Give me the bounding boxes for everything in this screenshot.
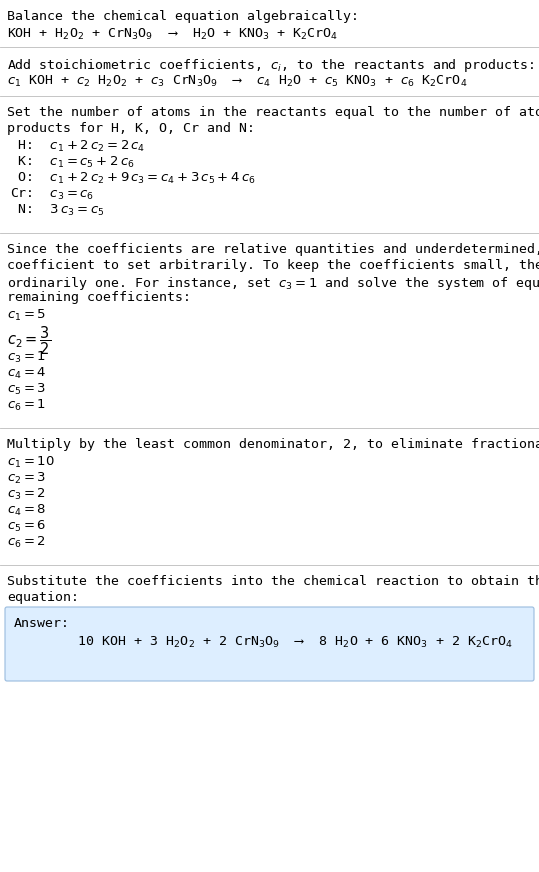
Text: Substitute the coefficients into the chemical reaction to obtain the balanced: Substitute the coefficients into the che… [7,575,539,588]
Text: 10 KOH + 3 H$_2$O$_2$ + 2 CrN$_3$O$_9$  ⟶  8 H$_2$O + 6 KNO$_3$ + 2 K$_2$CrO$_4$: 10 KOH + 3 H$_2$O$_2$ + 2 CrN$_3$O$_9$ ⟶… [14,635,513,651]
Text: O:  $c_1 + 2\,c_2 + 9\,c_3 = c_4 + 3\,c_5 + 4\,c_6$: O: $c_1 + 2\,c_2 + 9\,c_3 = c_4 + 3\,c_5… [10,171,255,186]
Text: $c_1 = 10$: $c_1 = 10$ [7,455,55,470]
Text: N:  $3\,c_3 = c_5$: N: $3\,c_3 = c_5$ [10,203,105,218]
Text: $c_1$ KOH + $c_2$ H$_2$O$_2$ + $c_3$ CrN$_3$O$_9$  ⟶  $c_4$ H$_2$O + $c_5$ KNO$_: $c_1$ KOH + $c_2$ H$_2$O$_2$ + $c_3$ CrN… [7,74,467,89]
Text: $c_4 = 4$: $c_4 = 4$ [7,366,46,381]
Text: Balance the chemical equation algebraically:: Balance the chemical equation algebraica… [7,10,359,23]
Text: Since the coefficients are relative quantities and underdetermined, choose a: Since the coefficients are relative quan… [7,243,539,256]
Text: $c_2 = \dfrac{3}{2}$: $c_2 = \dfrac{3}{2}$ [7,324,51,357]
FancyBboxPatch shape [5,607,534,681]
Text: Set the number of atoms in the reactants equal to the number of atoms in the: Set the number of atoms in the reactants… [7,106,539,119]
Text: KOH + H$_2$O$_2$ + CrN$_3$O$_9$  ⟶  H$_2$O + KNO$_3$ + K$_2$CrO$_4$: KOH + H$_2$O$_2$ + CrN$_3$O$_9$ ⟶ H$_2$O… [7,27,338,42]
Text: $c_4 = 8$: $c_4 = 8$ [7,503,46,518]
Text: $c_5 = 3$: $c_5 = 3$ [7,382,46,397]
Text: $c_6 = 1$: $c_6 = 1$ [7,398,46,413]
Text: coefficient to set arbitrarily. To keep the coefficients small, the arbitrary va: coefficient to set arbitrarily. To keep … [7,259,539,272]
Text: ordinarily one. For instance, set $c_3 = 1$ and solve the system of equations fo: ordinarily one. For instance, set $c_3 =… [7,275,539,292]
Text: $c_3 = 2$: $c_3 = 2$ [7,487,46,502]
Text: $c_1 = 5$: $c_1 = 5$ [7,308,46,324]
Text: equation:: equation: [7,591,79,604]
Text: $c_3 = 1$: $c_3 = 1$ [7,350,46,365]
Text: K:  $c_1 = c_5 + 2\,c_6$: K: $c_1 = c_5 + 2\,c_6$ [10,155,135,170]
Text: H:  $c_1 + 2\,c_2 = 2\,c_4$: H: $c_1 + 2\,c_2 = 2\,c_4$ [10,139,146,154]
Text: Cr:  $c_3 = c_6$: Cr: $c_3 = c_6$ [10,187,94,202]
Text: Answer:: Answer: [14,617,70,630]
Text: Add stoichiometric coefficients, $c_i$, to the reactants and products:: Add stoichiometric coefficients, $c_i$, … [7,57,535,74]
Text: remaining coefficients:: remaining coefficients: [7,291,191,304]
Text: products for H, K, O, Cr and N:: products for H, K, O, Cr and N: [7,122,255,135]
Text: $c_6 = 2$: $c_6 = 2$ [7,535,46,550]
Text: $c_5 = 6$: $c_5 = 6$ [7,519,46,534]
Text: Multiply by the least common denominator, 2, to eliminate fractional coefficient: Multiply by the least common denominator… [7,438,539,451]
Text: $c_2 = 3$: $c_2 = 3$ [7,471,46,486]
